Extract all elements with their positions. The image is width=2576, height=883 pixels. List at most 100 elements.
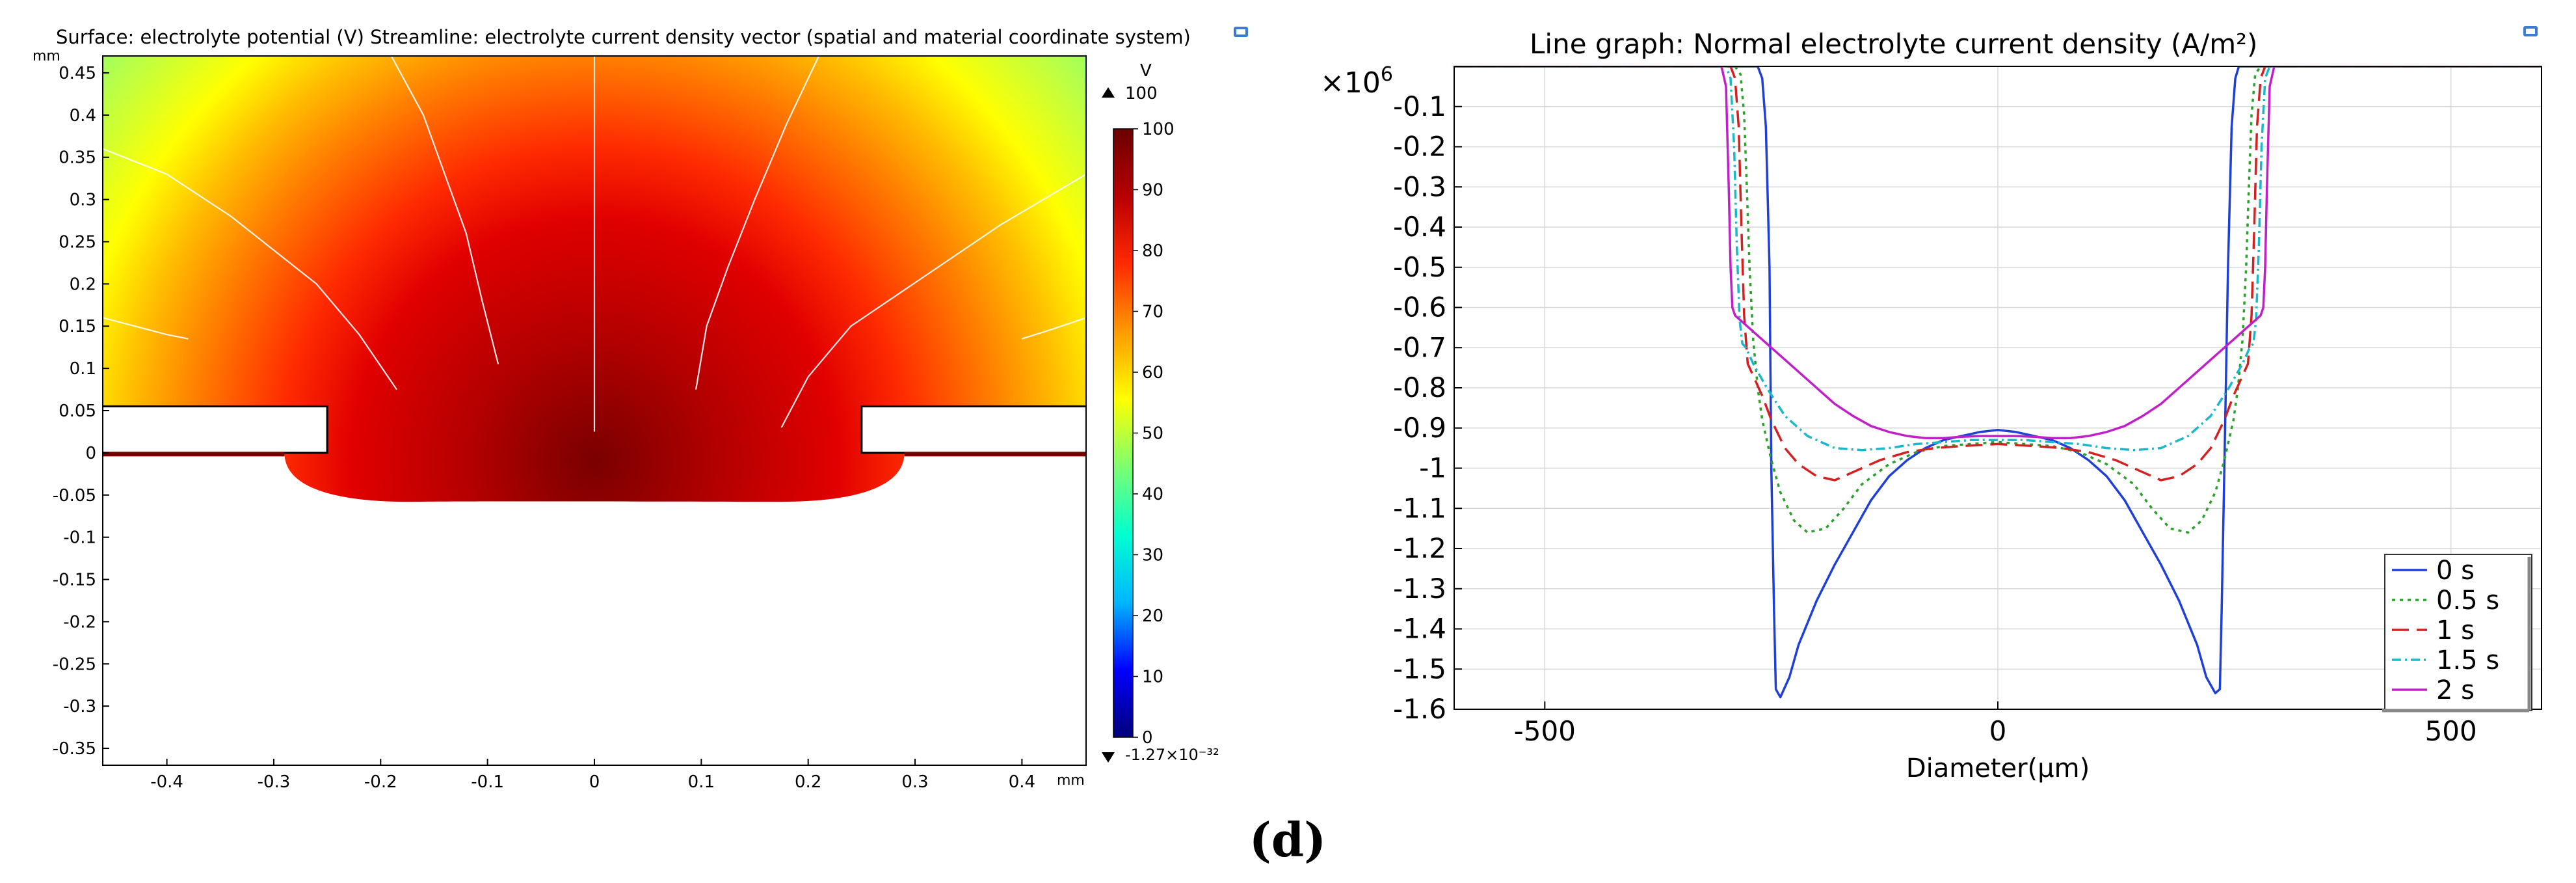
legend-label-4: 2 s [2436, 675, 2475, 705]
x-tick-label: 0.1 [688, 772, 715, 792]
y-unit-label-left: mm [33, 48, 60, 64]
colorbar-tick-label: 20 [1142, 606, 1163, 626]
series-line-0 [1454, 66, 2542, 699]
legend-label-2: 1 s [2436, 616, 2475, 645]
y-tick-label: -0.1 [63, 528, 96, 548]
mask-right [860, 405, 1086, 454]
line-graph-title: Line graph: Normal electrolyte current d… [1530, 28, 2257, 60]
colorbar-tick-label: 0 [1142, 728, 1153, 748]
streamline-5 [780, 173, 1086, 428]
max-marker-icon [1102, 87, 1115, 98]
colorbar-min-marker: -1.27×10⁻³² [1125, 746, 1219, 764]
colorbar-tick-label: 10 [1142, 668, 1163, 687]
y-tick-label: -0.3 [63, 697, 96, 716]
x-tick-label: -0.1 [471, 772, 504, 792]
y-tick-label: 0.3 [70, 191, 96, 210]
colorbar-scale [1113, 128, 1134, 738]
y-tick-label: -0.25 [53, 655, 96, 674]
y-tick-label: -1.3 [1393, 573, 1446, 605]
legend-label-3: 1.5 s [2436, 645, 2499, 675]
x-tick-label: 0.3 [901, 772, 928, 792]
y-tick-label: -0.05 [53, 486, 96, 506]
series-line-3 [1454, 66, 2542, 452]
y-tick-label: 0.35 [59, 148, 96, 168]
colorbar-tick-label: 100 [1142, 120, 1175, 139]
surface-plot-axes: -0.4 -0.3 -0.2 -0.1 0 0.1 0.2 0.3 0.4 0.45 0.4 0.35… [53, 64, 1035, 792]
y-tick-label: 0.4 [70, 106, 96, 126]
x-tick-label: -0.3 [258, 772, 291, 792]
line-graph-panel: Line graph: Normal electrolyte current d… [1320, 26, 2542, 783]
line-plot-series [1454, 66, 2542, 699]
y-scale-label: ×106 [1320, 63, 1393, 100]
surface-plot-panel: Surface: electrolyte potential (V) Strea… [33, 26, 1248, 792]
x-tick-label: 0.2 [795, 772, 821, 792]
x-tick-label: -0.4 [150, 772, 183, 792]
streamline-4 [695, 56, 820, 390]
x-tick-label: 0 [1989, 715, 2007, 747]
y-tick-label: -0.2 [63, 612, 96, 632]
surface-plot-title: Surface: electrolyte potential (V) Strea… [56, 26, 1191, 48]
colorbar-tick-label: 50 [1142, 424, 1163, 444]
y-tick-label: -0.6 [1393, 292, 1446, 323]
y-tick-label: -0.9 [1393, 412, 1446, 444]
y-tick-label: -0.35 [53, 739, 96, 759]
colorbar-tick-label: 90 [1142, 181, 1163, 200]
y-tick-label: -0.4 [1393, 211, 1446, 243]
export-icon-left[interactable] [1234, 27, 1248, 37]
series-line-1 [1454, 66, 2542, 534]
y-tick-label: 0.1 [70, 359, 96, 379]
min-marker-icon [1102, 752, 1115, 763]
legend-box [2384, 554, 2532, 711]
y-tick-label: -0.2 [1393, 131, 1446, 163]
mask-left [103, 405, 328, 454]
y-tick-label: -0.7 [1393, 331, 1446, 363]
export-icon-right[interactable] [2523, 26, 2538, 36]
y-tick-label: -1.2 [1393, 532, 1446, 564]
y-tick-label: 0.45 [59, 64, 96, 83]
streamline-6 [1022, 317, 1086, 340]
colorbar: V 100 0 10 20 30 40 50 60 70 80 90 100 -1.27×10⁻³² [1102, 61, 1219, 764]
x-tick-label: 0.4 [1009, 772, 1035, 792]
legend: 0 s0.5 s1 s1.5 s2 s [2382, 554, 2532, 713]
y-tick-label: -0.3 [1393, 170, 1446, 202]
x-tick-label: -0.2 [364, 772, 397, 792]
y-tick-label: 0.25 [59, 232, 96, 252]
legend-label-1: 0.5 s [2436, 586, 2499, 616]
current-density-streamlines [103, 56, 1086, 432]
x-tick-label: -500 [1514, 715, 1576, 747]
legend-label-0: 0 s [2436, 556, 2475, 586]
x-unit-label-left: mm [1057, 772, 1085, 789]
y-tick-label: 0.05 [59, 401, 96, 421]
series-line-4 [1454, 66, 2542, 439]
y-tick-label: -1.4 [1393, 613, 1446, 645]
colorbar-tick-label: 80 [1142, 241, 1163, 261]
figure-label: (d) [1249, 812, 1326, 867]
streamline-2 [390, 56, 499, 364]
line-plot-grid [1454, 66, 2542, 710]
y-tick-label: -1.1 [1393, 492, 1446, 524]
y-tick-label: 0 [85, 444, 96, 463]
colorbar-tick-label: 70 [1142, 303, 1163, 322]
x-tick-label: 500 [2425, 715, 2477, 747]
y-tick-label: -0.1 [1393, 90, 1446, 122]
streamline-1 [103, 317, 189, 340]
y-tick-label: -0.15 [53, 571, 96, 590]
y-tick-label: -1.5 [1393, 653, 1446, 685]
colorbar-unit: V [1140, 61, 1152, 81]
colorbar-tick-label: 40 [1142, 485, 1163, 504]
colorbar-tick-label: 30 [1142, 546, 1163, 565]
colorbar-max-marker: 100 [1125, 84, 1158, 103]
y-tick-label: -1 [1419, 452, 1446, 484]
y-tick-label: -0.5 [1393, 251, 1446, 283]
y-tick-label: -1.6 [1393, 693, 1446, 725]
series-line-2 [1454, 66, 2542, 482]
x-tick-label: 0 [589, 772, 600, 792]
y-tick-label: 0.2 [70, 275, 96, 294]
colorbar-tick-label: 60 [1142, 363, 1163, 383]
y-tick-label: 0.15 [59, 317, 96, 336]
line-plot-axes: -0.1 -0.2 -0.3 -0.4 -0.5 -0.6 -0.7 -0.8 -0.9 -1 -1… [1393, 90, 2477, 747]
x-axis-label: Diameter(μm) [1906, 754, 2090, 783]
y-tick-label: -0.8 [1393, 372, 1446, 403]
streamline-0 [103, 148, 397, 390]
